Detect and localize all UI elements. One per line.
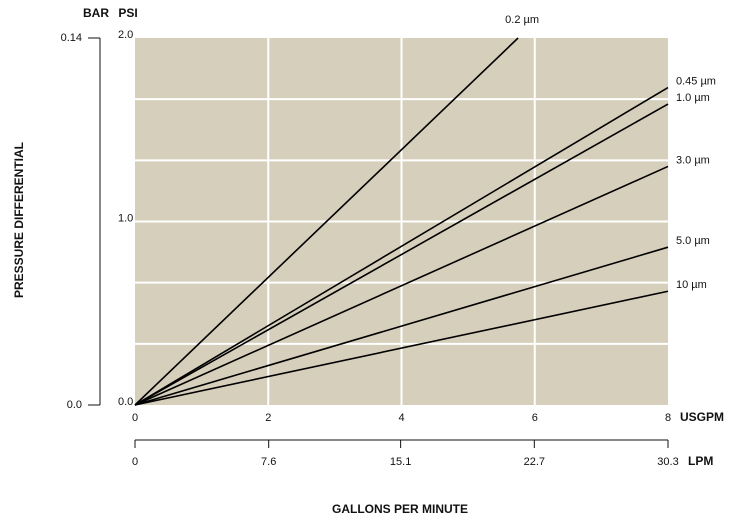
y-tick-label: 2.0 [118, 29, 133, 41]
x2-tick-label: 30.3 [657, 456, 678, 468]
series-label: 0.2 µm [505, 14, 539, 26]
x2-tick-label: 22.7 [524, 456, 545, 468]
x-unit: USGPM [680, 410, 724, 424]
series-label: 10 µm [676, 279, 707, 291]
series-label: 5.0 µm [676, 235, 710, 247]
x-axis-title: GALLONS PER MINUTE [332, 502, 468, 516]
x2-tick-label: 7.6 [261, 456, 276, 468]
y-tick-label: 1.0 [118, 212, 133, 224]
x-tick-label: 2 [265, 412, 271, 424]
x-tick-label: 4 [398, 412, 404, 424]
series-line [134, 246, 669, 406]
y2-tick-label: 0.14 [61, 32, 82, 44]
x2-tick-label: 15.1 [390, 456, 411, 468]
x2-tick-label: 0 [132, 456, 138, 468]
series-label: 3.0 µm [676, 154, 710, 166]
series-line [134, 86, 669, 406]
y-tick-label: 0.0 [118, 396, 133, 408]
series-line [134, 37, 519, 406]
x-tick-label: 8 [665, 412, 671, 424]
x-tick-label: 6 [532, 412, 538, 424]
series-line [134, 103, 669, 406]
series-label: 0.45 µm [676, 75, 716, 87]
y2-tick-label: 0.0 [67, 399, 82, 411]
x-tick-label: 0 [132, 412, 138, 424]
series-line [134, 290, 669, 406]
y-unit: PSI [118, 6, 137, 20]
y2-unit: BAR [83, 6, 109, 20]
series-line [134, 165, 669, 406]
y-axis-title: PRESSURE DIFFERENTIAL [12, 142, 26, 298]
series-label: 1.0 µm [676, 92, 710, 104]
x2-unit: LPM [688, 454, 713, 468]
